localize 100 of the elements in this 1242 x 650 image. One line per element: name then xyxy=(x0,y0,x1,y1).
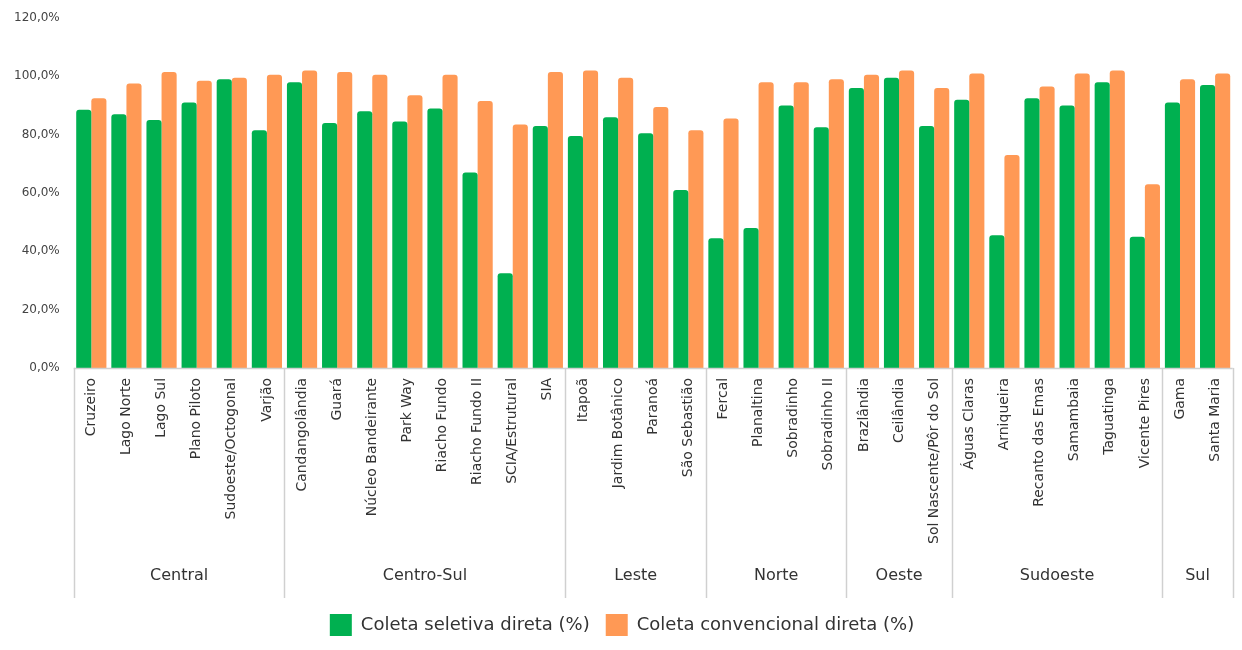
bar xyxy=(919,125,935,368)
x-tick-label: Samambaia xyxy=(1065,377,1082,462)
bar xyxy=(567,136,583,368)
bar xyxy=(337,71,353,368)
x-tick-label: SCIA/Estrutural xyxy=(503,377,520,484)
bar xyxy=(442,74,458,368)
bar xyxy=(407,95,423,368)
bar xyxy=(427,108,443,368)
x-tick-label: Núcleo Bandeirante xyxy=(362,377,379,517)
text: Central xyxy=(149,565,209,585)
x-tick-label: Planaltina xyxy=(749,377,766,447)
x-tick-label: Riacho Fundo II xyxy=(468,377,485,485)
bar xyxy=(1039,86,1055,368)
y-tick-label: 20,0% xyxy=(21,301,60,316)
bar xyxy=(723,118,739,368)
bar xyxy=(497,273,513,368)
bar xyxy=(1109,70,1125,368)
bar xyxy=(477,101,493,368)
x-tick-label: Park Way xyxy=(398,377,415,443)
x-tick-label: Sobradinho xyxy=(784,377,801,458)
text: Sudoeste xyxy=(1019,565,1095,585)
x-tick-label: Brazlândia xyxy=(854,377,871,452)
bar xyxy=(126,83,142,368)
bar xyxy=(813,127,829,368)
bar xyxy=(251,130,267,368)
bar xyxy=(231,77,247,368)
bar xyxy=(863,74,880,368)
bar xyxy=(934,87,950,368)
text: Norte xyxy=(753,565,799,585)
text: Leste xyxy=(614,565,658,585)
legend-label: Coleta convencional direta (%) xyxy=(636,612,915,634)
x-tick-label: Sobradinho II xyxy=(819,377,836,471)
bar xyxy=(196,80,212,368)
bar xyxy=(1094,82,1110,368)
bar xyxy=(673,190,689,368)
bar xyxy=(392,121,408,368)
bar xyxy=(1074,73,1090,368)
bar xyxy=(357,111,373,368)
x-tick-label: Vicente Pires xyxy=(1135,377,1152,469)
y-tick-label: 40,0% xyxy=(21,243,60,258)
bar xyxy=(743,227,759,368)
bar xyxy=(1024,98,1040,368)
y-tick-label: 100,0% xyxy=(13,68,60,83)
bar xyxy=(653,106,669,368)
x-tick-label: Paranoá xyxy=(643,377,660,435)
bar xyxy=(969,73,985,368)
x-tick-label: Recanto das Emas xyxy=(1030,377,1047,507)
bar xyxy=(161,71,177,368)
bar xyxy=(91,98,107,368)
x-tick-label: Fercal xyxy=(714,377,731,420)
y-tick-label: 0,0% xyxy=(29,360,60,375)
x-tick-label: SIA xyxy=(538,377,555,401)
text: Oeste xyxy=(875,565,923,585)
bar xyxy=(462,172,478,368)
x-tick-label: Lago Norte xyxy=(117,377,134,456)
x-tick-label: Sol Nascente/Pôr do Sol xyxy=(924,377,941,545)
bar xyxy=(286,82,303,368)
x-tick-label: Candangolândia xyxy=(292,377,309,492)
bar xyxy=(582,70,599,368)
x-tick-label: Guará xyxy=(327,377,344,421)
bar xyxy=(989,235,1005,368)
x-tick-label: São Sebastião xyxy=(678,377,695,478)
x-tick-label: Taguatinga xyxy=(1100,377,1117,456)
bar xyxy=(216,79,232,368)
x-tick-label: Gama xyxy=(1170,377,1187,420)
bar xyxy=(954,99,970,368)
bar xyxy=(512,124,528,368)
x-tick-label: Sudoeste/Octogonal xyxy=(222,377,239,520)
bar xyxy=(848,87,864,368)
x-tick-label: Plano Piloto xyxy=(187,377,204,460)
bar xyxy=(793,82,809,368)
bar xyxy=(1215,73,1231,368)
bar xyxy=(708,238,724,368)
bar xyxy=(1129,236,1145,368)
x-tick-label: Riacho Fundo xyxy=(433,377,450,473)
x-tick-label: Águas Claras xyxy=(959,377,976,470)
x-tick-label: Varjão xyxy=(257,377,274,422)
bar xyxy=(688,130,704,368)
text: Sul xyxy=(1185,565,1210,585)
x-tick-label: Lago Sul xyxy=(152,377,169,438)
y-tick-label: 120,0% xyxy=(13,10,60,25)
bar xyxy=(302,70,318,368)
bar xyxy=(111,114,127,368)
bar xyxy=(899,70,915,368)
bar xyxy=(1164,102,1180,368)
x-tick-label: Cruzeiro xyxy=(81,377,98,437)
bar xyxy=(828,79,844,368)
x-tick-label: Arniqueira xyxy=(995,377,1012,451)
bar xyxy=(1004,155,1020,368)
bar xyxy=(532,125,548,368)
bar xyxy=(1144,184,1160,368)
y-tick-label: 80,0% xyxy=(21,126,60,141)
bar xyxy=(618,77,634,368)
bar xyxy=(372,74,388,368)
text: Centro-Sul xyxy=(382,565,468,585)
bar xyxy=(638,133,654,368)
x-tick-label: Itapoã xyxy=(573,377,590,423)
bar xyxy=(322,122,338,368)
bar xyxy=(1179,79,1196,368)
x-tick-label: Santa Maria xyxy=(1205,377,1222,462)
